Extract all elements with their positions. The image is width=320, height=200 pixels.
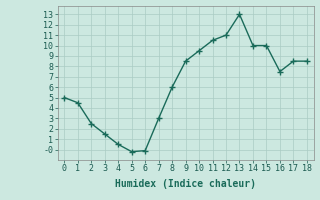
- X-axis label: Humidex (Indice chaleur): Humidex (Indice chaleur): [115, 179, 256, 189]
